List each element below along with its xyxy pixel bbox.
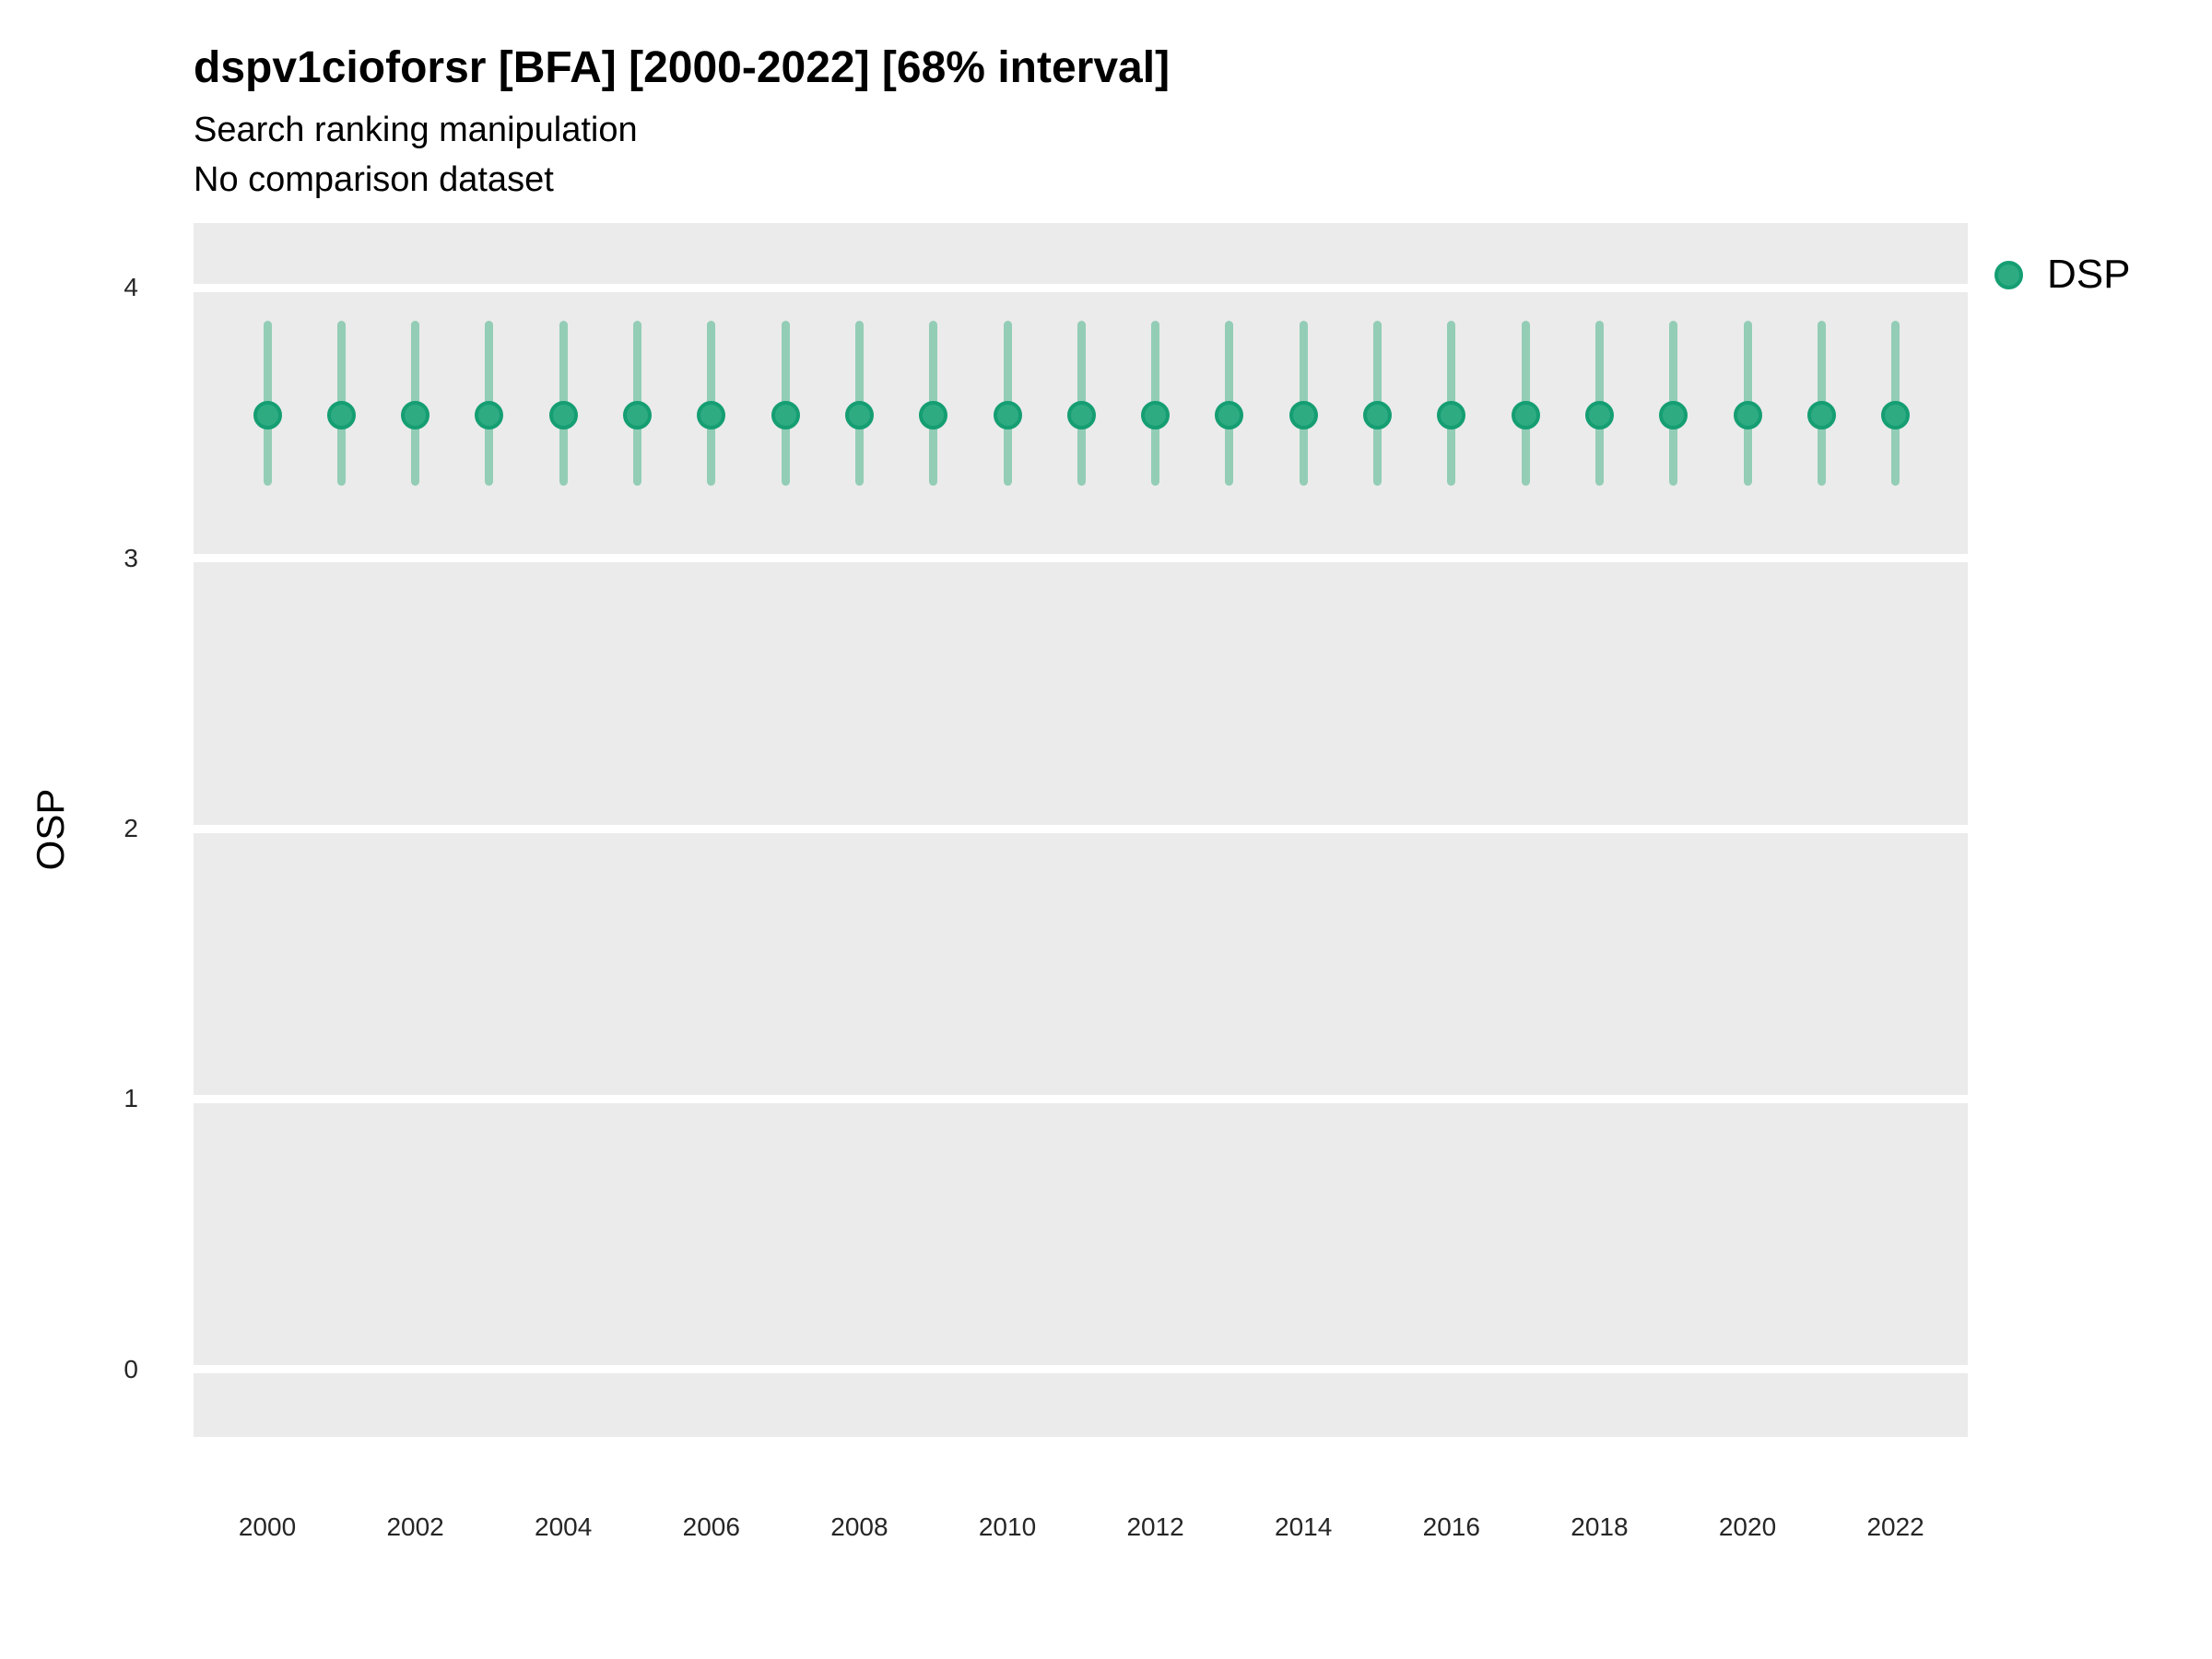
gridline-y-0 bbox=[194, 1365, 1968, 1374]
legend-label: DSP bbox=[2047, 252, 2131, 297]
point-2019 bbox=[1659, 400, 1688, 429]
point-2008 bbox=[844, 400, 874, 429]
point-2017 bbox=[1511, 400, 1540, 429]
x-tick-label-2000: 2000 bbox=[238, 1512, 297, 1541]
point-2018 bbox=[1584, 400, 1614, 429]
point-2000 bbox=[253, 400, 282, 429]
y-tick-label-3: 3 bbox=[124, 543, 138, 572]
gridline-y-4 bbox=[194, 283, 1968, 292]
y-tick-label-4: 4 bbox=[124, 273, 138, 302]
legend: DSP bbox=[1994, 251, 2130, 299]
gridline-y-2 bbox=[194, 824, 1968, 833]
point-2011 bbox=[1066, 400, 1096, 429]
x-tick-label-2006: 2006 bbox=[682, 1512, 740, 1541]
point-2005 bbox=[623, 400, 652, 429]
point-2020 bbox=[1733, 400, 1762, 429]
x-tick-label-2008: 2008 bbox=[830, 1512, 888, 1541]
y-tick-label-1: 1 bbox=[124, 1084, 138, 1113]
x-tick-label-2018: 2018 bbox=[1571, 1512, 1629, 1541]
point-2004 bbox=[548, 400, 578, 429]
point-2015 bbox=[1363, 400, 1392, 429]
chart-note: No comparison dataset bbox=[194, 160, 554, 199]
x-tick-label-2022: 2022 bbox=[1866, 1512, 1924, 1541]
point-2022 bbox=[1881, 400, 1911, 429]
point-2001 bbox=[326, 400, 356, 429]
point-2007 bbox=[771, 400, 800, 429]
x-tick-label-2002: 2002 bbox=[386, 1512, 444, 1541]
point-2013 bbox=[1215, 400, 1244, 429]
gridline-y-1 bbox=[194, 1094, 1968, 1103]
point-2010 bbox=[993, 400, 1022, 429]
point-2009 bbox=[919, 400, 948, 429]
point-2003 bbox=[475, 400, 504, 429]
gridline-y-3 bbox=[194, 554, 1968, 563]
x-tick-label-2010: 2010 bbox=[978, 1512, 1037, 1541]
y-tick-label-0: 0 bbox=[124, 1354, 138, 1383]
point-2002 bbox=[401, 400, 430, 429]
point-2021 bbox=[1806, 400, 1836, 429]
x-tick-label-2012: 2012 bbox=[1126, 1512, 1184, 1541]
point-2016 bbox=[1437, 400, 1466, 429]
x-tick-label-2004: 2004 bbox=[535, 1512, 593, 1541]
x-tick-label-2016: 2016 bbox=[1422, 1512, 1480, 1541]
chart-title: dspv1cioforsr [BFA] [2000-2022] [68% int… bbox=[194, 43, 1171, 92]
point-2014 bbox=[1288, 400, 1318, 429]
point-2012 bbox=[1141, 400, 1171, 429]
x-tick-label-2020: 2020 bbox=[1718, 1512, 1777, 1541]
legend-point-icon bbox=[1994, 260, 2023, 289]
y-tick-label-2: 2 bbox=[124, 814, 138, 843]
chart-subtitle: Search ranking manipulation bbox=[194, 111, 638, 149]
point-2006 bbox=[697, 400, 726, 429]
x-tick-label-2014: 2014 bbox=[1275, 1512, 1333, 1541]
